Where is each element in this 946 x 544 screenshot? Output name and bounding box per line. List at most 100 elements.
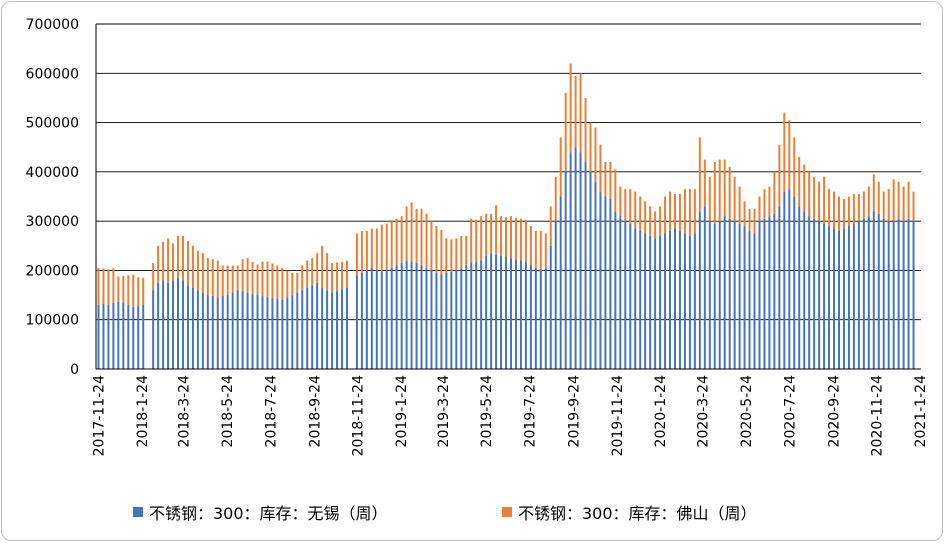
bar-wuxi <box>514 259 517 369</box>
bar-wuxi <box>246 292 249 369</box>
bar-wuxi <box>440 274 443 369</box>
y-tick-labels: 0 100000 200000 300000 400000 500000 600000 700… <box>26 17 79 378</box>
bar-foshan <box>137 277 140 306</box>
bar-foshan <box>370 228 373 268</box>
bar-wuxi <box>490 253 493 369</box>
bar-wuxi <box>584 162 587 369</box>
x-tick-label: 2018-11-24 <box>351 375 367 456</box>
bar-wuxi <box>619 216 622 369</box>
bar-foshan <box>902 186 905 222</box>
bar-foshan <box>698 137 701 212</box>
bar-wuxi <box>326 290 329 369</box>
bar-foshan <box>624 189 627 222</box>
bar-foshan <box>683 189 686 234</box>
x-tick-label: 2019-9-24 <box>567 375 583 448</box>
bar-foshan <box>877 181 880 214</box>
bar-foshan <box>599 144 602 192</box>
bar-wuxi <box>833 228 836 369</box>
bar-foshan <box>360 231 363 273</box>
bar-foshan <box>326 253 329 291</box>
bar-foshan <box>341 262 344 290</box>
bar-foshan <box>122 275 125 303</box>
bar-foshan <box>186 240 189 286</box>
bar-wuxi <box>201 292 204 369</box>
bar-wuxi <box>132 306 135 369</box>
bar-foshan <box>659 206 662 236</box>
bar-foshan <box>251 262 254 295</box>
bar-foshan <box>390 221 393 268</box>
bar-wuxi <box>688 235 691 369</box>
bar-wuxi <box>649 235 652 369</box>
bar-wuxi <box>604 196 607 369</box>
bar-foshan <box>813 176 816 219</box>
bar-foshan <box>674 194 676 229</box>
bar-wuxi <box>142 304 145 369</box>
legend-item-wuxi: 不锈钢：300：库存：无锡（周） <box>133 500 388 524</box>
bar-foshan <box>385 223 388 271</box>
bar-foshan <box>271 263 274 299</box>
bar-foshan <box>753 208 756 234</box>
bar-wuxi <box>783 191 786 369</box>
bar-wuxi <box>380 271 383 369</box>
bar-wuxi <box>370 267 373 369</box>
y-tick-label: 100000 <box>26 313 79 329</box>
bar-wuxi <box>97 304 100 369</box>
bar-foshan <box>505 217 508 257</box>
bar-wuxi <box>410 261 413 369</box>
bar-foshan <box>345 260 348 288</box>
bar-foshan <box>316 253 319 283</box>
bar-foshan <box>380 224 383 272</box>
bar-wuxi <box>529 265 532 369</box>
bar-foshan <box>579 73 582 153</box>
bar-foshan <box>728 166 731 219</box>
bar-foshan <box>678 194 681 231</box>
bar-foshan <box>410 202 413 262</box>
bar-wuxi <box>763 218 766 369</box>
bar-wuxi <box>624 221 627 369</box>
bar-foshan <box>833 191 836 229</box>
bar-wuxi <box>216 297 219 369</box>
bar-wuxi <box>385 270 388 369</box>
bar-wuxi <box>112 302 115 369</box>
bar-wuxi <box>524 261 527 369</box>
x-tick-labels: 2017-11-24 2018-1-24 2018-3-24 2018-5-24 201… <box>92 375 929 456</box>
bar-wuxi <box>877 213 880 369</box>
bar-wuxi <box>644 233 647 369</box>
bar-wuxi <box>321 287 324 369</box>
bar-wuxi <box>902 221 905 369</box>
bar-foshan <box>107 269 110 305</box>
bar-foshan <box>246 258 249 293</box>
bar-wuxi <box>639 231 642 369</box>
bar-foshan <box>440 230 443 275</box>
bar-foshan <box>435 226 438 273</box>
x-tick-label: 2019-1-24 <box>394 375 410 448</box>
bar-foshan <box>395 218 398 266</box>
bar-wuxi <box>683 233 686 369</box>
bar-foshan <box>529 226 532 266</box>
bar-wuxi <box>301 290 304 369</box>
bar-foshan <box>460 235 463 268</box>
bar-wuxi <box>425 267 428 369</box>
bar-wuxi <box>778 206 781 369</box>
bar-wuxi <box>157 282 160 369</box>
bar-wuxi <box>152 290 155 369</box>
bar-wuxi <box>574 147 577 369</box>
bar-foshan <box>718 159 721 222</box>
bar-foshan <box>852 194 855 224</box>
bar-wuxi <box>107 304 110 369</box>
bar-foshan <box>564 93 567 172</box>
bar-wuxi <box>713 223 716 369</box>
bar-wuxi <box>758 221 761 369</box>
bar-wuxi <box>818 221 821 369</box>
bar-wuxi <box>415 263 418 369</box>
bar-foshan <box>842 198 845 229</box>
bar-foshan <box>485 213 488 256</box>
bar-foshan <box>798 157 801 207</box>
bar-foshan <box>261 261 264 297</box>
bar-foshan <box>609 162 612 199</box>
bar-wuxi <box>892 221 895 369</box>
bar-wuxi <box>400 263 403 369</box>
bar-wuxi <box>420 265 423 369</box>
bar-foshan <box>321 245 324 288</box>
bar-wuxi <box>629 223 632 369</box>
